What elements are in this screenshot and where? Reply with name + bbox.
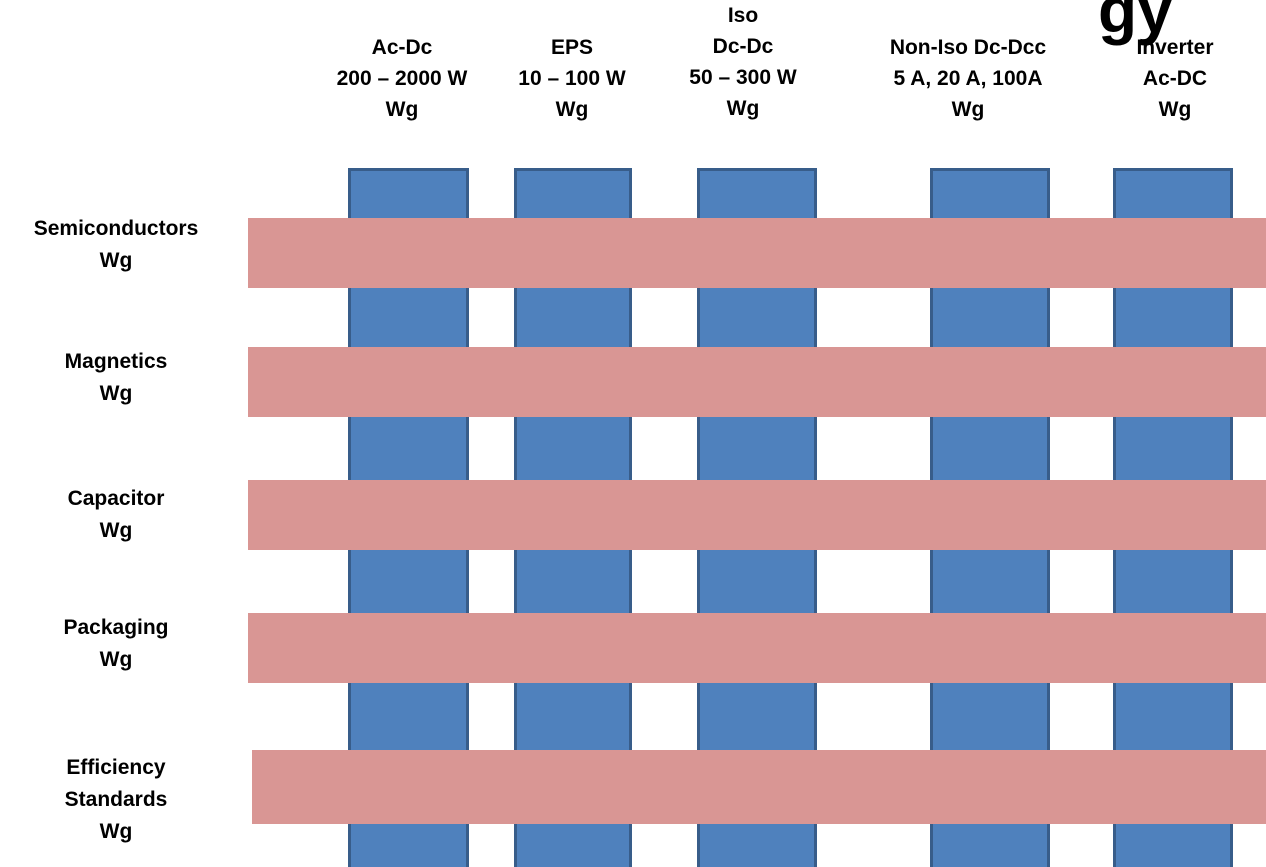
row-bar-capacitor [248,480,1266,550]
row-label-efficiency-standards: Efficiency Standards Wg [0,752,232,848]
column-label-iso-dc-dc: Iso Dc-Dc 50 – 300 W Wg [668,0,818,124]
row-label-line: Standards [64,788,168,811]
column-label-line: Ac-Dc [371,36,433,59]
title-fragment: gy [1098,0,1173,46]
column-label-line: 5 A, 20 A, 100A [893,67,1043,90]
column-label-line: Wg [1158,98,1192,121]
column-label-line: 200 – 2000 W [336,67,468,90]
column-label-line: Iso [727,4,759,27]
column-label-line: Inverter [1136,36,1214,59]
row-label-line: Packaging [63,616,169,639]
row-label-line: Magnetics [64,350,168,373]
column-label-line: Wg [726,97,760,120]
row-label-packaging: Packaging Wg [0,612,232,676]
column-label-inverter: Inverter Ac-DC Wg [1100,32,1250,125]
row-bar-packaging [248,613,1266,683]
column-label-line: Non-Iso Dc-Dcc [889,36,1047,59]
column-label-line: 10 – 100 W [518,67,626,90]
row-bar-magnetics [248,347,1266,417]
column-label-line: Ac-DC [1142,67,1208,90]
row-label-capacitor: Capacitor Wg [0,483,232,547]
row-label-line: Wg [99,648,133,671]
row-label-line: Wg [99,382,133,405]
row-label-line: Wg [99,519,133,542]
column-label-line: Wg [951,98,985,121]
row-label-line: Efficiency [66,756,166,779]
column-label-non-iso-dc-dc: Non-Iso Dc-Dcc 5 A, 20 A, 100A Wg [868,32,1068,125]
column-label-line: Wg [555,98,589,121]
column-label-line: Wg [385,98,419,121]
column-label-line: 50 – 300 W [689,66,797,89]
column-label-ac-dc: Ac-Dc 200 – 2000 W Wg [307,32,497,125]
row-bar-efficiency-standards [252,750,1266,824]
column-label-eps: EPS 10 – 100 W Wg [497,32,647,125]
row-bar-semiconductors [248,218,1266,288]
column-label-line: EPS [550,36,594,59]
row-label-line: Semiconductors [33,217,199,240]
row-label-line: Wg [99,820,133,843]
row-label-line: Wg [99,249,133,272]
row-label-semiconductors: Semiconductors Wg [0,213,232,277]
row-label-magnetics: Magnetics Wg [0,346,232,410]
column-label-line: Dc-Dc [712,35,774,58]
row-label-line: Capacitor [67,487,165,510]
